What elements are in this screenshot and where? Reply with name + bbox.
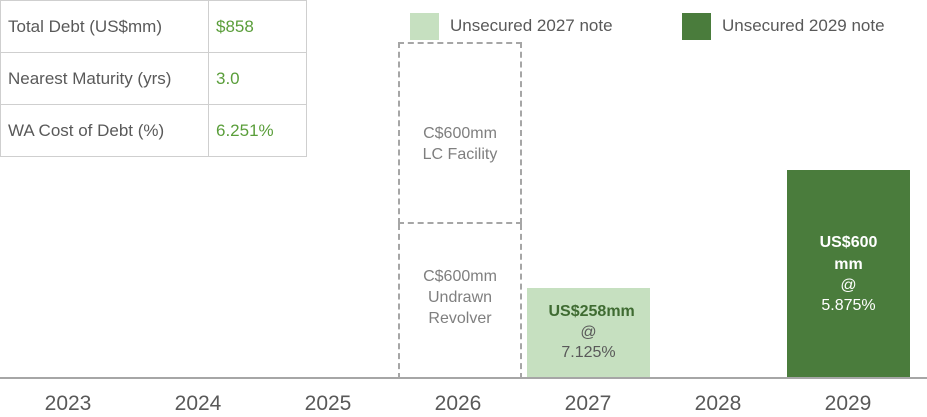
- table-row: Nearest Maturity (yrs) 3.0: [0, 52, 307, 105]
- x-tick-label: 2025: [304, 392, 352, 415]
- table-row: WA Cost of Debt (%) 6.251%: [0, 104, 307, 157]
- x-axis: [0, 377, 927, 379]
- x-tick-label: 2024: [174, 392, 222, 415]
- annotation-line: Revolver: [428, 310, 492, 327]
- value-label: US$258mm: [548, 303, 635, 321]
- x-tick-label: 2028: [694, 392, 742, 415]
- rate-label: @: [840, 276, 857, 294]
- x-tick-label: 2029: [824, 392, 872, 415]
- rate-label: 7.125%: [561, 344, 616, 362]
- legend-label: Unsecured 2027 note: [450, 16, 613, 35]
- row-value: 6.251%: [208, 104, 307, 157]
- table-row: Total Debt (US$mm) $858: [0, 0, 307, 53]
- annotation: C$600mm LC Facility: [398, 123, 522, 165]
- annotation-line: Undrawn: [427, 289, 493, 306]
- dashed-box: [398, 42, 522, 224]
- rate-label: 5.875%: [821, 296, 876, 314]
- row-label: Nearest Maturity (yrs): [0, 52, 209, 105]
- bar: US$258mm @7.125%: [527, 287, 650, 377]
- value-label: US$600 mm: [819, 233, 878, 273]
- row-value: $858: [208, 0, 307, 53]
- row-label: WA Cost of Debt (%): [0, 104, 209, 157]
- annotation: C$600mm Undrawn Revolver: [398, 266, 522, 329]
- legend-swatch: [410, 13, 439, 40]
- legend-label: Unsecured 2029 note: [722, 16, 885, 35]
- annotation-line: C$600mm: [423, 125, 497, 142]
- rate-label: @: [580, 324, 597, 342]
- legend-swatch: [682, 13, 711, 40]
- row-value: 3.0: [208, 52, 307, 105]
- bar: US$600 mm @5.875%: [787, 170, 910, 377]
- summary-table: Total Debt (US$mm) $858 Nearest Maturity (…: [0, 0, 307, 157]
- x-tick-label: 2023: [44, 392, 92, 415]
- x-tick-label: 2026: [434, 392, 482, 415]
- annotation-line: C$600mm: [423, 268, 497, 285]
- x-tick-label: 2027: [564, 392, 612, 415]
- annotation-line: LC Facility: [422, 146, 498, 163]
- row-label: Total Debt (US$mm): [0, 0, 209, 53]
